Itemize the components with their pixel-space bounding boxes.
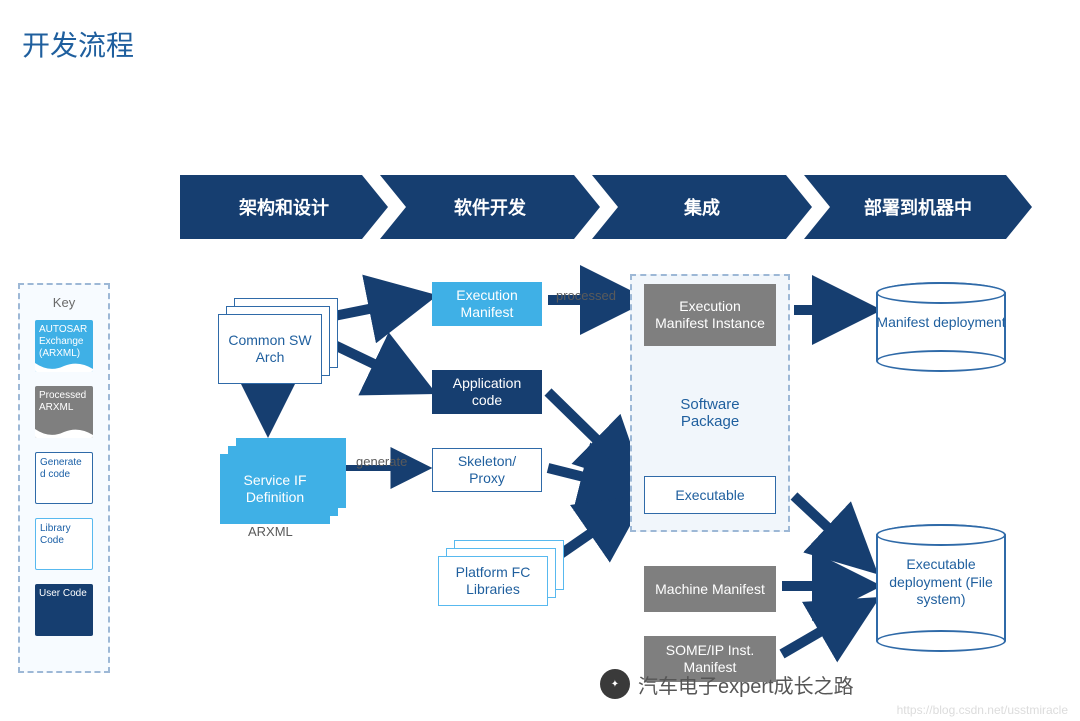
edge-label: processed <box>556 288 616 303</box>
legend-panel: Key AUTOSAR Exchange (ARXML) Processed AR… <box>18 283 110 673</box>
arxml-label: ARXML <box>248 524 293 539</box>
watermark-url: https://blog.csdn.net/usstmiracle <box>897 703 1068 717</box>
phase-chevron: 部署到机器中 <box>804 175 1032 239</box>
legend-item: AUTOSAR Exchange (ARXML) <box>35 320 93 372</box>
legend-item: User Code <box>35 584 93 636</box>
machine-manifest-box: Machine Manifest <box>644 566 776 612</box>
legend-item: Library Code <box>35 518 93 570</box>
doc-stack: Common SW Arch <box>218 298 338 384</box>
legend-item: Processed ARXML <box>35 386 93 438</box>
software-package-label: Software Package <box>660 396 760 430</box>
manifest-deployment-cylinder: Manifest deployment <box>876 282 1006 372</box>
legend-item: Generate d code <box>35 452 93 504</box>
page-title: 开发流程 <box>22 24 134 64</box>
executable-box: Executable <box>644 476 776 514</box>
executable-deployment-cylinder: Executable deployment (File system) <box>876 524 1006 652</box>
phase-chevron: 架构和设计 <box>180 175 388 239</box>
application-code-box: Application code <box>432 370 542 414</box>
doc-stack: Service IF Definition <box>220 438 346 524</box>
skeleton-proxy-box: Skeleton/ Proxy <box>432 448 542 492</box>
doc-stack: Platform FC Libraries <box>438 540 564 606</box>
wechat-icon: ✦ <box>600 669 630 699</box>
phase-chevrons: 架构和设计软件开发集成部署到机器中 <box>180 175 1032 239</box>
execution-manifest-instance-box: Execution Manifest Instance <box>644 284 776 346</box>
execution-manifest-box: Execution Manifest <box>432 282 542 326</box>
phase-chevron: 集成 <box>592 175 812 239</box>
legend-title: Key <box>28 295 100 310</box>
edge-label: generate <box>356 454 407 469</box>
watermark-channel: ✦ 汽车电子expert成长之路 <box>600 669 854 699</box>
phase-chevron: 软件开发 <box>380 175 600 239</box>
